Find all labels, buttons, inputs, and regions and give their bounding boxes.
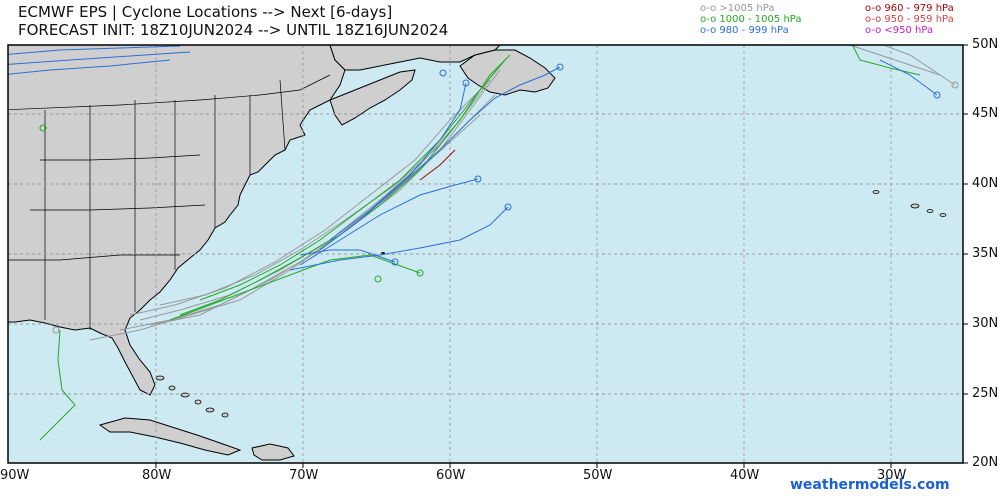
lon-label-60w: 60W	[436, 468, 466, 483]
lon-label-30w: 30W	[877, 468, 907, 483]
cyclone-tracks-green	[39, 45, 921, 441]
credit-link[interactable]: weathermodels.com	[790, 477, 950, 493]
cyclone-track-red	[419, 149, 456, 181]
lat-label-50n: 50N	[972, 37, 999, 52]
nova-scotia-land	[329, 69, 416, 126]
lat-label-35n: 35N	[972, 246, 999, 261]
bermuda-island	[381, 252, 385, 254]
track-end-markers	[39, 63, 959, 334]
title-line-1: ECMWF EPS | Cyclone Locations --> Next […	[18, 3, 393, 21]
lon-label-50w: 50W	[583, 468, 613, 483]
legend-item-980-999: o-o 980 - 999 hPa	[700, 25, 789, 36]
lon-label-80w: 80W	[142, 468, 172, 483]
legend-item-gt1005: o-o >1005 hPa	[700, 3, 775, 14]
hispaniola-land	[251, 443, 295, 461]
north-america-land	[8, 45, 346, 396]
lat-label-45n: 45N	[972, 106, 999, 121]
axis-ticks	[155, 44, 968, 468]
pressure-legend-right: o-o 960 - 979 hPa o-o 950 - 959 hPa o-o …	[865, 3, 954, 36]
cyclone-tracks-blue	[8, 45, 938, 271]
title-line-2: FORECAST INIT: 18Z10JUN2024 --> UNTIL 18…	[18, 21, 449, 39]
legend-item-950-959: o-o 950 - 959 hPa	[865, 14, 954, 25]
lat-label-20n: 20N	[972, 455, 999, 470]
latlon-grid	[8, 45, 963, 463]
lon-label-40w: 40W	[730, 468, 760, 483]
political-borders	[8, 74, 331, 330]
lat-label-25n: 25N	[972, 386, 999, 401]
cuba-land	[98, 417, 242, 456]
pressure-legend-left: o-o >1005 hPa o-o 1000 - 1005 hPa o-o 98…	[700, 3, 801, 36]
azores-islands	[872, 190, 947, 217]
labrador-land	[329, 45, 501, 71]
lat-label-40n: 40N	[972, 176, 999, 191]
lat-label-30n: 30N	[972, 316, 999, 331]
legend-item-lt950: o-o <950 hPa	[865, 25, 934, 36]
legend-item-960-979: o-o 960 - 979 hPa	[865, 3, 954, 14]
lon-label-70w: 70W	[289, 468, 319, 483]
legend-item-1000-1005: o-o 1000 - 1005 hPa	[700, 14, 802, 25]
lon-label-90w: 90W	[0, 468, 30, 483]
